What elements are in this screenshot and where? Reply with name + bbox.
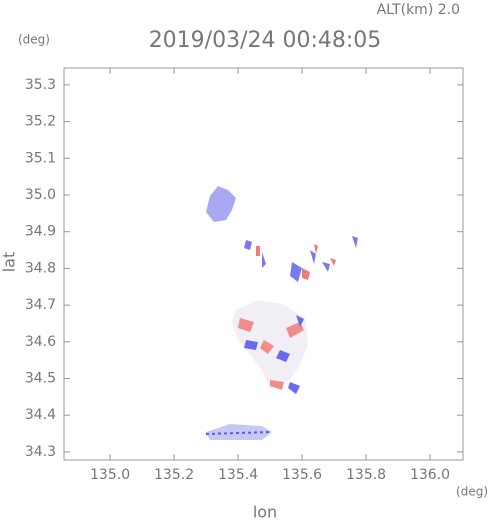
echo-blob — [244, 236, 358, 282]
echo-field — [205, 186, 358, 440]
y-tick-label: 35.0 — [25, 187, 56, 203]
plot-frame — [63, 67, 464, 461]
y-axis-label: lat — [0, 252, 19, 273]
y-tick-label: 34.7 — [25, 297, 56, 313]
y-tick-label: 34.5 — [25, 371, 56, 387]
y-tick-label: 35.3 — [25, 77, 56, 93]
y-tick-label: 34.9 — [25, 224, 56, 240]
x-tick-label: 135.4 — [218, 467, 258, 483]
x-tick-label: 135.8 — [346, 467, 386, 483]
x-tick-label: 135.0 — [90, 467, 130, 483]
altitude-annotation: ALT(km) 2.0 — [377, 2, 460, 18]
chart-title: 2019/03/24 00:48:05 — [149, 28, 382, 53]
y-unit: (deg) — [18, 33, 50, 47]
x-axis-label: lon — [253, 503, 277, 521]
x-tick-label: 136.0 — [410, 467, 450, 483]
echo-blob — [256, 244, 336, 280]
x-unit: (deg) — [456, 485, 488, 499]
y-tick-label: 35.2 — [25, 114, 56, 130]
x-tick-label: 135.2 — [154, 467, 194, 483]
echo-blob — [244, 315, 304, 394]
y-tick-label: 35.1 — [25, 150, 56, 166]
echo-blob — [206, 186, 236, 222]
y-tick-label: 34.4 — [25, 407, 56, 423]
y-tick-label: 34.3 — [25, 444, 56, 460]
echo-blob — [238, 318, 304, 390]
x-tick-label: 135.6 — [282, 467, 322, 483]
y-tick-label: 34.8 — [25, 260, 56, 276]
echo-blob — [206, 424, 272, 440]
echo-blob — [205, 431, 271, 435]
y-tick-label: 34.6 — [25, 334, 56, 350]
